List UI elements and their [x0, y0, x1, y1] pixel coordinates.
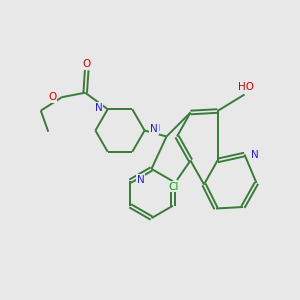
- Text: H: H: [153, 124, 159, 133]
- Text: N: N: [251, 149, 259, 160]
- Text: N: N: [137, 175, 145, 185]
- Text: Cl: Cl: [169, 182, 179, 192]
- Text: O: O: [48, 92, 56, 102]
- Text: HO: HO: [238, 82, 254, 92]
- Text: N: N: [94, 103, 102, 113]
- Text: N: N: [150, 124, 158, 134]
- Text: O: O: [82, 58, 91, 69]
